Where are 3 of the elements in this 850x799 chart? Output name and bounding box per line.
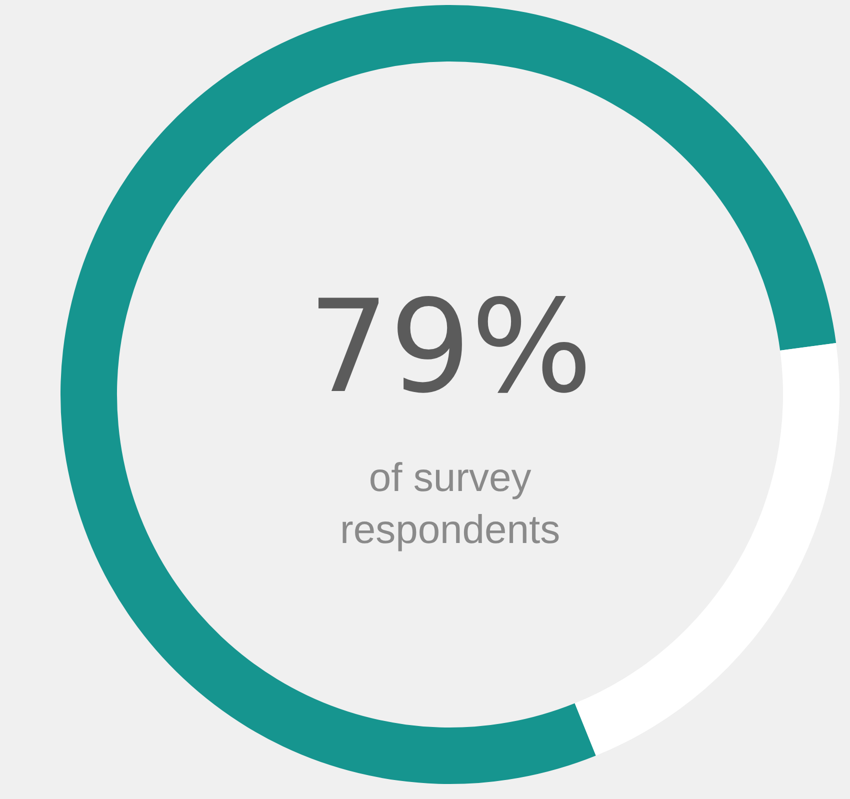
- donut-slice: [60, 5, 836, 784]
- text: of survey respondents: [340, 456, 560, 552]
- data-label: 79%: [308, 273, 592, 422]
